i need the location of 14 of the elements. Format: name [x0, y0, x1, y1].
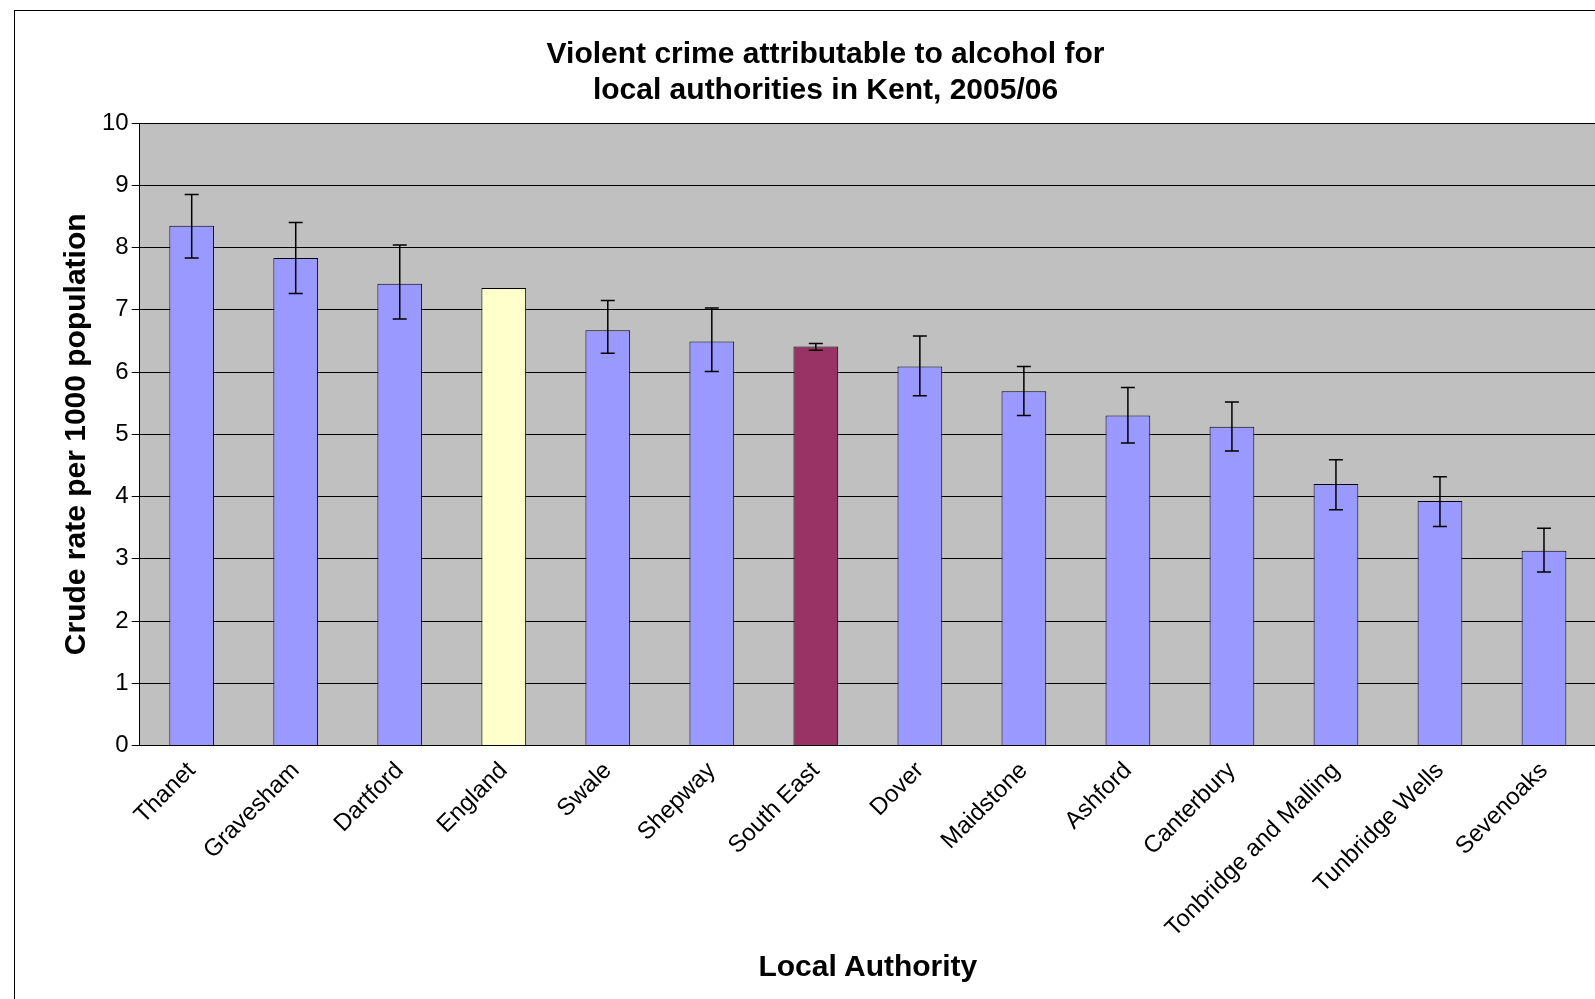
x-axis-title: Local Authority [758, 949, 978, 983]
chart-title: Violent crime attributable to alcohol for local authorities in Kent, 2005/06 [546, 36, 1105, 106]
y-axis-title: Crude rate per 1000 population [58, 213, 92, 656]
y-tick-label: 5 [115, 418, 129, 446]
y-tick-label: 9 [115, 169, 129, 197]
y-tick-label: 1 [115, 667, 129, 695]
y-tick-label: 0 [115, 730, 129, 758]
y-tick-label: 6 [115, 356, 129, 384]
y-tick-label: 3 [115, 543, 129, 571]
y-tick-label: 7 [115, 294, 129, 322]
y-tick-label: 4 [115, 481, 129, 509]
y-tick-label: 2 [115, 605, 129, 633]
y-tick-label: 10 [101, 107, 129, 135]
y-tick-label: 8 [115, 232, 129, 260]
